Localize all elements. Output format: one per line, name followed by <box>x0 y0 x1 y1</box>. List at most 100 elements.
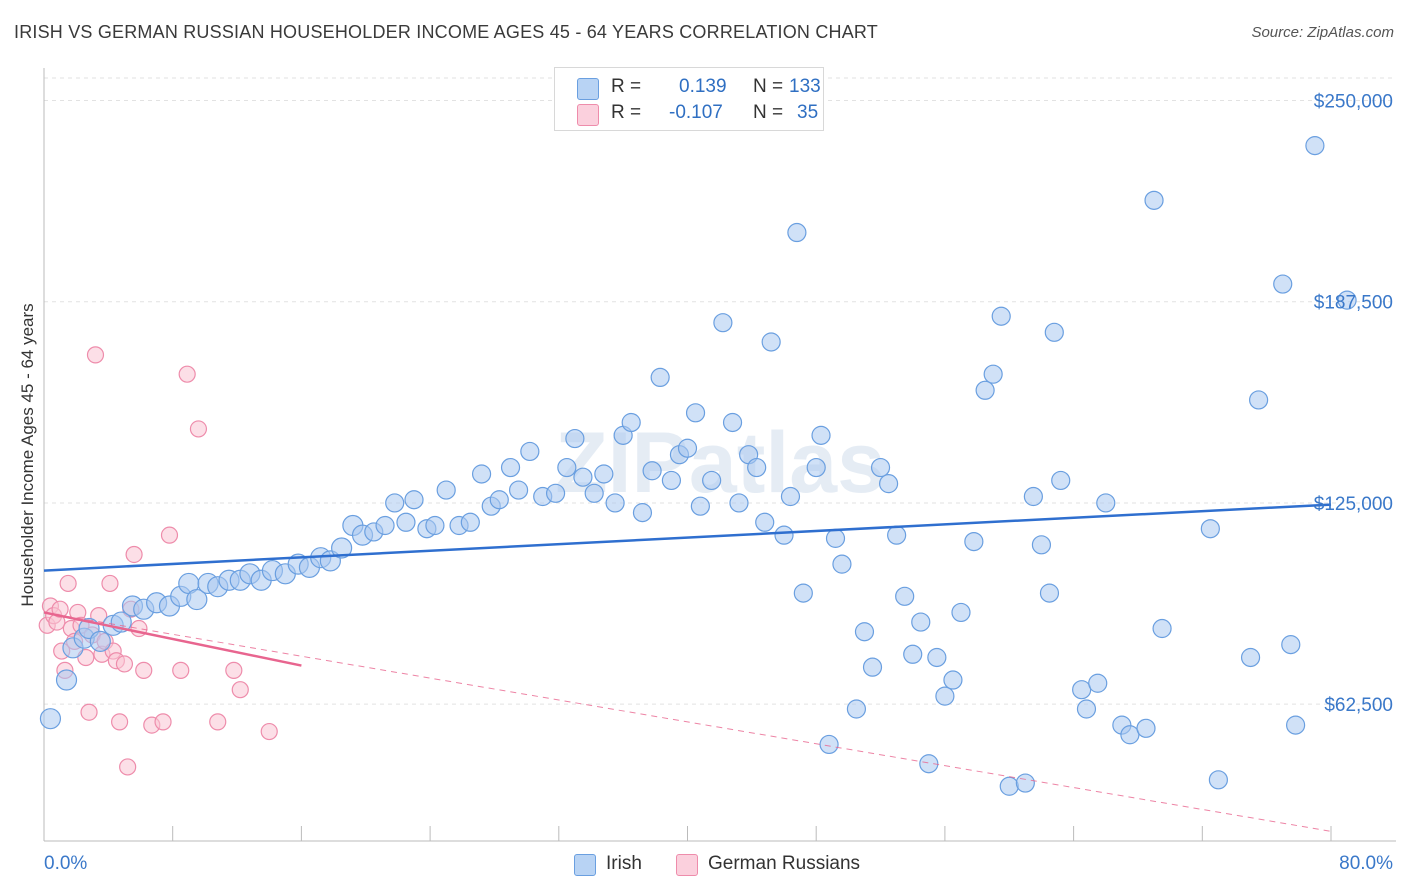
irish-point <box>927 647 947 668</box>
irish-point <box>975 380 995 400</box>
german-russian-r-label: R = <box>611 102 642 123</box>
chart-title: IRISH VS GERMAN RUSSIAN HOUSEHOLDER INCO… <box>14 22 878 42</box>
irish-point <box>1044 322 1064 342</box>
irish-r-label: R = <box>611 76 642 97</box>
irish-point <box>832 554 852 574</box>
german-russian-point <box>51 600 69 618</box>
irish-point <box>396 512 416 532</box>
irish-point <box>425 515 445 536</box>
german-russian-point <box>86 346 105 364</box>
irish-point <box>508 480 529 500</box>
german-russian-r-value: -0.107 <box>669 102 723 123</box>
irish-point <box>870 457 891 478</box>
y-tick-label: $187,500 <box>1314 293 1393 314</box>
irish-point <box>761 332 781 352</box>
irish-point <box>605 493 625 513</box>
irish-n-label: N = <box>753 76 784 97</box>
german-russian-n-value: 35 <box>797 102 819 123</box>
irish-point <box>747 457 767 478</box>
trend-layer <box>43 503 1332 832</box>
irish-point <box>186 588 208 611</box>
irish-point <box>1023 486 1043 507</box>
german-russian-n-label: N = <box>753 102 784 123</box>
irish-point <box>1208 770 1228 790</box>
irish-point <box>520 441 540 462</box>
irish-point <box>460 512 480 532</box>
irish-point <box>755 512 775 532</box>
y-tick-label: $62,500 <box>1324 695 1393 716</box>
bottom-irish-label: Irish <box>606 853 642 874</box>
irish-point <box>1120 725 1140 745</box>
irish-point <box>811 425 831 445</box>
irish-point <box>385 493 405 513</box>
irish-point <box>489 490 509 510</box>
axis-layer <box>43 68 1396 842</box>
irish-point <box>573 467 593 487</box>
irish-point <box>806 457 826 478</box>
irish-point <box>39 708 62 730</box>
german-russian-point <box>115 655 134 673</box>
irish-point <box>854 622 875 642</box>
irish-point <box>565 428 585 449</box>
irish-point <box>331 537 353 559</box>
watermark: ZIPatlas <box>555 415 885 511</box>
irish-point <box>951 602 971 623</box>
irish-point <box>895 586 915 606</box>
irish-point <box>722 412 743 433</box>
german-russian-point <box>231 681 249 699</box>
irish-point <box>1281 635 1301 655</box>
german-russian-point <box>189 420 208 438</box>
y-tick-label: $125,000 <box>1314 494 1393 515</box>
chart-source: Source: ZipAtlas.com <box>1251 24 1394 41</box>
german-russian-point <box>125 545 143 564</box>
irish-point <box>89 630 111 652</box>
irish-point <box>787 222 807 243</box>
irish-point <box>1240 647 1261 668</box>
german-russian-point <box>209 713 227 731</box>
irish-point <box>819 734 839 755</box>
irish-point <box>878 474 899 494</box>
irish-point <box>650 367 670 388</box>
irish-point <box>846 699 867 719</box>
irish-point <box>1337 290 1357 310</box>
german-russian-point <box>135 661 153 679</box>
german-russian-point <box>59 574 77 593</box>
irish-point <box>919 754 939 774</box>
irish-points <box>39 136 1357 796</box>
german-russian-point <box>119 758 137 776</box>
irish-point <box>780 486 801 507</box>
irish-point <box>1015 773 1035 793</box>
y-axis-label: Householder Income Ages 45 - 64 years <box>18 303 37 607</box>
german-russian-point <box>154 713 172 731</box>
irish-point <box>471 464 492 484</box>
irish-point <box>702 470 722 491</box>
irish-point <box>1249 390 1269 410</box>
irish-point <box>621 412 641 433</box>
irish-point <box>685 403 706 423</box>
irish-point <box>1039 583 1060 603</box>
german-russian-point <box>101 574 119 593</box>
irish-point <box>500 457 521 478</box>
german-russian-point <box>160 526 179 544</box>
x-tick-label: 0.0% <box>44 853 87 874</box>
bottom-german-russian-swatch <box>676 854 698 876</box>
irish-point <box>594 464 614 484</box>
irish-point <box>1144 190 1164 210</box>
irish-point <box>642 461 662 481</box>
irish-point <box>1072 680 1092 700</box>
irish-point <box>1088 673 1108 693</box>
german-russian-swatch <box>577 104 599 126</box>
irish-point <box>584 483 604 503</box>
irish-point <box>1305 136 1325 156</box>
irish-point <box>793 583 813 603</box>
irish-point <box>1200 519 1220 539</box>
irish-point <box>1273 274 1293 294</box>
irish-point <box>825 528 846 548</box>
german-russian-point <box>172 661 190 679</box>
irish-point <box>729 493 749 513</box>
irish-point <box>436 480 456 500</box>
irish-point <box>935 686 955 706</box>
irish-point <box>1076 699 1097 719</box>
irish-point <box>677 438 698 458</box>
irish-point <box>55 669 78 691</box>
